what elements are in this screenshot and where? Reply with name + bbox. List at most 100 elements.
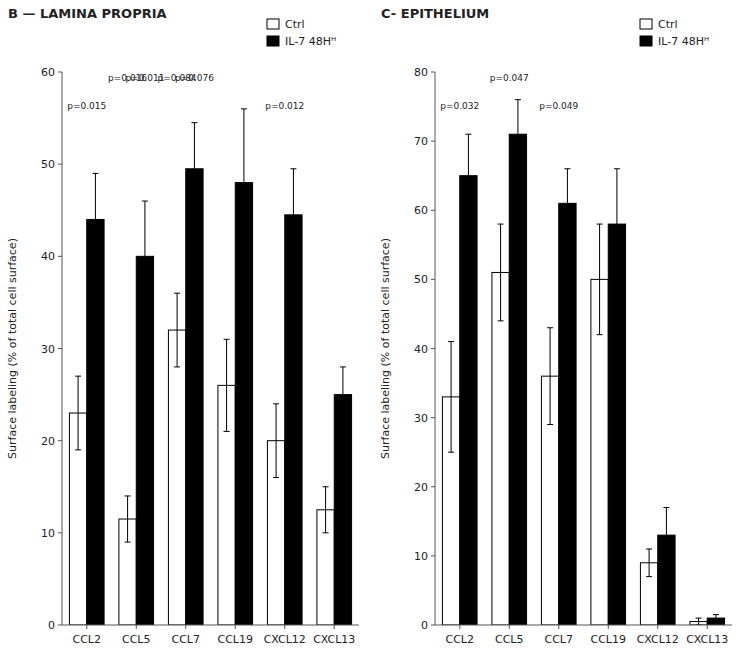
bar-panel: B — LAMINA PROPRIA0102030405060Surface l… <box>6 6 359 646</box>
error-cap <box>448 341 454 342</box>
p-value: p=0.012 <box>265 101 304 111</box>
error-line <box>144 201 145 312</box>
y-tick-label: 0 <box>48 619 55 632</box>
bar <box>460 176 477 625</box>
legend: CtrlIL-7 48Hᴴ <box>267 18 336 48</box>
error-bar <box>290 169 296 261</box>
error-cap <box>614 279 620 280</box>
y-tick <box>58 72 62 73</box>
error-bar <box>564 169 570 238</box>
legend-swatch <box>640 19 652 29</box>
error-cap <box>125 542 131 543</box>
p-value: p=0.049 <box>539 101 578 111</box>
y-tick-label: 10 <box>414 550 428 563</box>
error-cap <box>323 486 329 487</box>
y-tick <box>431 348 435 349</box>
error-cap <box>663 507 669 508</box>
p-value: p=0.015 <box>67 101 106 111</box>
x-tick <box>235 625 236 629</box>
error-line <box>226 339 227 431</box>
x-tick-label: CCL5 <box>495 633 524 646</box>
bar <box>87 219 104 625</box>
y-tick <box>431 417 435 418</box>
error-bar <box>448 342 454 453</box>
error-bar <box>241 109 247 256</box>
error-line <box>325 487 326 533</box>
y-tick <box>431 279 435 280</box>
error-cap <box>92 173 98 174</box>
y-tick-label: 30 <box>414 412 428 425</box>
error-cap <box>597 334 603 335</box>
error-bar <box>713 615 719 622</box>
error-line <box>276 404 277 478</box>
legend-swatch <box>267 36 279 46</box>
error-bar <box>125 496 131 542</box>
error-cap <box>564 237 570 238</box>
marks <box>69 109 351 625</box>
y-tick <box>58 164 62 165</box>
error-bar <box>273 404 279 478</box>
error-cap <box>597 224 603 225</box>
error-cap <box>614 168 620 169</box>
error-bar <box>75 376 81 450</box>
error-cap <box>174 366 180 367</box>
error-cap <box>224 339 230 340</box>
y-tick <box>431 555 435 556</box>
error-line <box>649 549 650 577</box>
y-tick <box>431 210 435 211</box>
error-line <box>500 224 501 321</box>
y-tick-label: 70 <box>414 135 428 148</box>
error-line <box>177 293 178 367</box>
error-line <box>599 224 600 335</box>
x-tick-label: CCL7 <box>545 633 574 646</box>
error-line <box>567 169 568 238</box>
error-cap <box>224 431 230 432</box>
x-tick-label: CCL2 <box>446 633 475 646</box>
error-cap <box>663 562 669 563</box>
y-tick-label: 60 <box>414 204 428 217</box>
y-axis <box>62 72 63 625</box>
bar <box>509 134 526 625</box>
error-cap <box>646 576 652 577</box>
error-cap <box>75 376 81 377</box>
bar <box>186 169 203 625</box>
error-cap <box>713 621 719 622</box>
marks <box>442 100 724 625</box>
x-tick <box>707 625 708 629</box>
error-cap <box>515 168 521 169</box>
error-line <box>468 134 469 217</box>
error-cap <box>290 260 296 261</box>
p-value: p=0.047 <box>490 73 529 83</box>
x-tick-label: CXCL13 <box>313 633 355 646</box>
error-bar <box>465 134 471 217</box>
error-bar <box>498 224 504 321</box>
error-line <box>517 100 518 169</box>
legend-swatch <box>640 36 652 46</box>
legend-swatch <box>267 19 279 29</box>
bar <box>559 203 576 625</box>
error-line <box>78 376 79 450</box>
y-tick <box>58 348 62 349</box>
error-line <box>616 169 617 280</box>
error-cap <box>465 134 471 135</box>
error-line <box>550 328 551 425</box>
x-tick <box>284 625 285 629</box>
y-axis <box>435 72 436 625</box>
x-tick <box>86 625 87 629</box>
error-bar <box>92 173 98 265</box>
x-tick <box>334 625 335 629</box>
error-bar <box>340 367 346 422</box>
y-tick-label: 10 <box>41 527 55 540</box>
x-tick-label: CCL2 <box>73 633 102 646</box>
y-tick-label: 50 <box>41 158 55 171</box>
bar-panel: C- EPITHELIUM01020304050607080Surface la… <box>379 6 732 646</box>
y-tick-label: 20 <box>41 435 55 448</box>
y-tick-label: 40 <box>414 343 428 356</box>
error-line <box>194 123 195 215</box>
error-cap <box>290 168 296 169</box>
error-bar <box>224 339 230 431</box>
error-cap <box>498 224 504 225</box>
error-bar <box>142 201 148 312</box>
error-bar <box>323 487 329 533</box>
x-tick-label: CCL19 <box>591 633 627 646</box>
